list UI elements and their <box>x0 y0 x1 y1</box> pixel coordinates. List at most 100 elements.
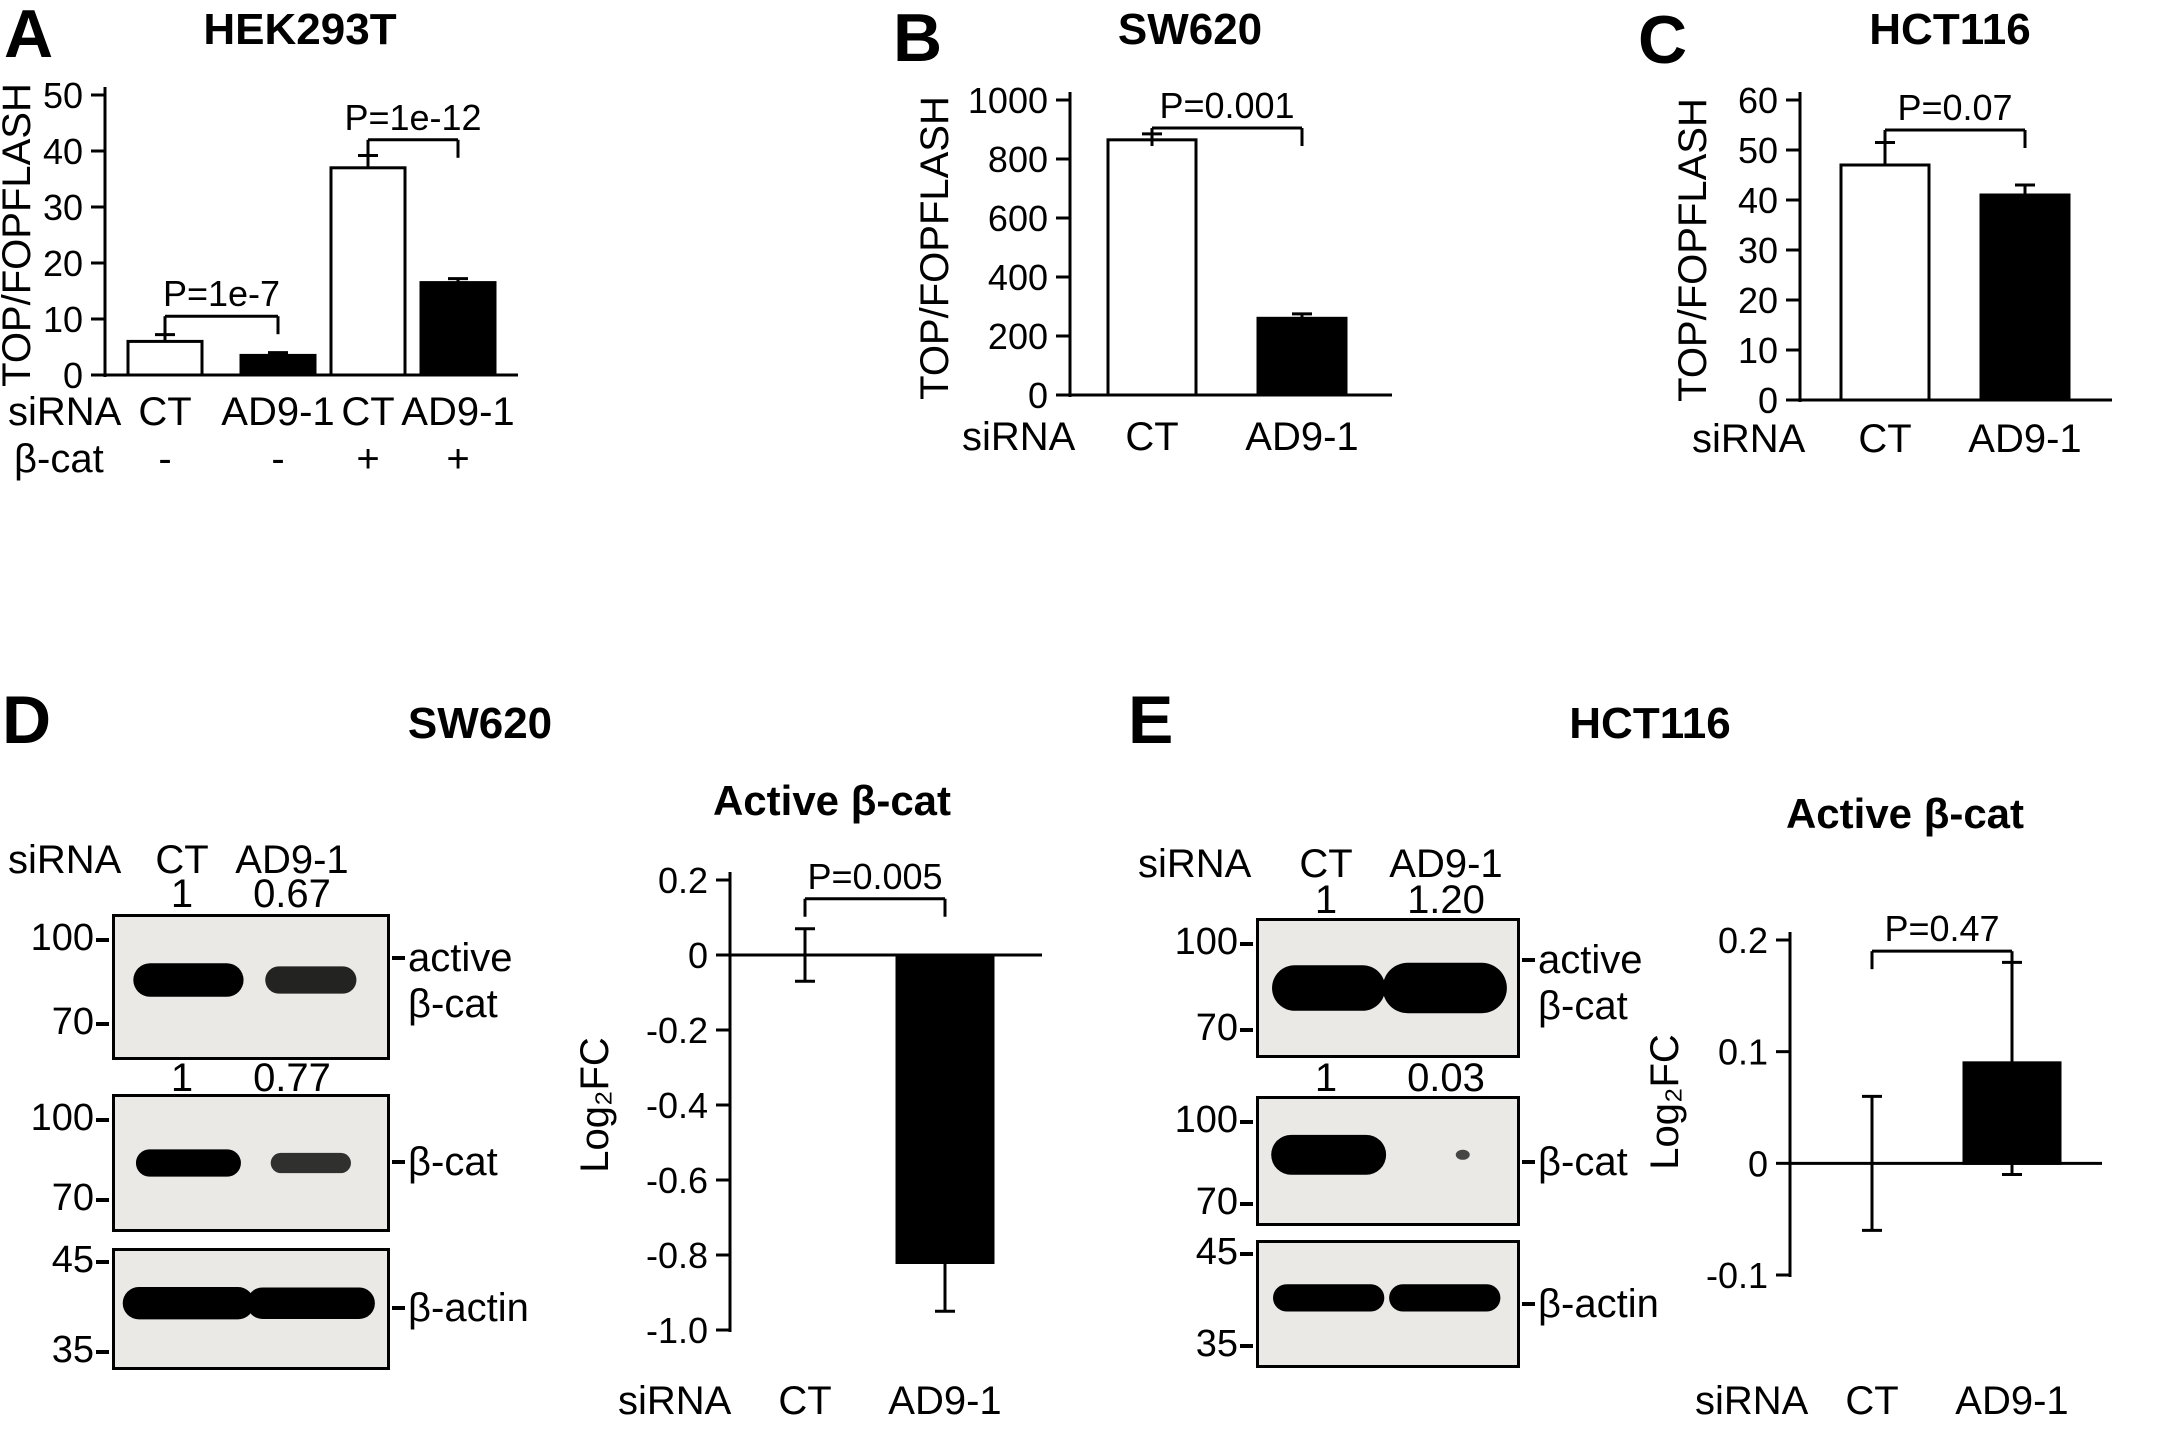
x-row-prefix: siRNA <box>618 1379 732 1423</box>
blot-lane-value: 1 <box>1314 1056 1338 1100</box>
panel-letter-e: E <box>1128 682 1174 758</box>
chart-title: Active β-cat <box>1786 790 2024 837</box>
blot-header-prefix: siRNA <box>1138 842 1252 886</box>
x-tick-label: + <box>446 437 469 481</box>
blot-bands <box>1272 962 1507 1014</box>
x-tick-label: CT <box>138 390 191 434</box>
chart-D: 0.2 0 -0.2 -0.4 -0.6 -0.8 -1.0 Log₂FC Active β-c… <box>573 777 1042 1423</box>
y-tick-label: -1.0 <box>646 1310 708 1351</box>
blot-band-label: β-actin <box>1538 1282 1659 1326</box>
band-label-dash <box>392 1160 405 1164</box>
x-row-prefix: siRNA <box>8 390 122 434</box>
x-tick-label: CT <box>341 390 394 434</box>
panel-letter-b: B <box>893 0 943 76</box>
x-tick-label: AD9-1 <box>1955 1379 2068 1423</box>
y-tick-label: 0.2 <box>1718 920 1768 961</box>
blot-lane-value: 0.03 <box>1407 1056 1485 1100</box>
y-tick-label: -0.6 <box>646 1160 708 1201</box>
mw-marker-dash <box>1240 1120 1253 1124</box>
mw-marker: 70 <box>51 1001 94 1043</box>
band-label-dash <box>1522 1160 1535 1164</box>
p-value-label: P=0.005 <box>807 856 942 897</box>
p-value-label: P=0.07 <box>1897 87 2012 128</box>
blot-image <box>1256 1096 1520 1226</box>
p-value-label: P=1e-7 <box>163 273 280 314</box>
bar-AD9-1 <box>1256 316 1348 397</box>
blot-bands <box>122 1287 375 1320</box>
blot-lane-value: 1.20 <box>1407 878 1485 922</box>
mw-marker-dash <box>96 1198 109 1202</box>
mw-marker: 100 <box>30 1097 94 1139</box>
blot-image <box>1256 1240 1520 1368</box>
y-tick-label: 60 <box>1738 80 1778 121</box>
x-tick-label: + <box>356 437 379 481</box>
y-tick-label: 600 <box>988 198 1048 239</box>
y-tick-label: 40 <box>1738 180 1778 221</box>
bar-CT <box>329 166 407 377</box>
mw-marker-dash <box>96 1118 109 1122</box>
y-tick-label: -0.1 <box>1706 1255 1768 1296</box>
mw-marker: 70 <box>1195 1181 1238 1223</box>
blot-band <box>1273 1284 1385 1312</box>
blot-lane-value: 1 <box>1314 878 1338 922</box>
blot-bands <box>1271 1134 1470 1175</box>
y-tick-label: 1000 <box>968 80 1048 121</box>
mw-marker-dash <box>1240 1028 1253 1032</box>
blot-image <box>112 1094 390 1232</box>
y-axis-title: Log₂FC <box>573 1037 617 1173</box>
mw-marker-dash <box>96 938 109 942</box>
panel-title-b: SW620 <box>1117 5 1263 54</box>
y-axis-title: TOP/FOPFLASH <box>0 83 39 387</box>
mw-marker: 70 <box>1195 1007 1238 1049</box>
blot-band-label: β-cat <box>408 982 498 1026</box>
blot-band-label: active <box>1538 938 1643 982</box>
mw-marker-dash <box>96 1350 109 1354</box>
blot-lane-label: CT <box>155 838 209 882</box>
blot-band <box>270 1152 351 1174</box>
bar-AD9-1 <box>419 281 497 377</box>
blot-band <box>1389 1284 1501 1312</box>
blot-band <box>1271 1134 1387 1175</box>
x-tick-label: AD9-1 <box>1245 415 1358 459</box>
x-tick-label: AD9-1 <box>888 1379 1001 1423</box>
x-row-prefix: siRNA <box>1692 417 1806 461</box>
y-tick-label: 10 <box>1738 330 1778 371</box>
bar-AD9-1 <box>1979 193 2071 402</box>
x-tick-label: AD9-1 <box>221 390 334 434</box>
blot-band-label: β-actin <box>408 1286 529 1330</box>
blot-band-label: active <box>408 936 513 980</box>
mw-marker-dash <box>1240 1252 1253 1256</box>
panel-letter-d: D <box>2 682 52 758</box>
blot-band <box>1272 965 1386 1011</box>
blot-lane-label: AD9-1 <box>235 838 349 882</box>
blot-header-prefix: siRNA <box>8 838 122 882</box>
band-label-dash <box>392 956 405 960</box>
panel-letter-a: A <box>4 0 54 72</box>
blot-image <box>1256 918 1520 1058</box>
blot-band-label: β-cat <box>408 1140 498 1184</box>
blot-band <box>135 1149 241 1177</box>
blot-band <box>246 1287 375 1319</box>
x-row-prefix: siRNA <box>1695 1379 1809 1423</box>
band-label-dash <box>392 1306 405 1310</box>
y-tick-label: 0 <box>688 935 708 976</box>
y-tick-label: 0 <box>1028 375 1048 416</box>
blot-band <box>1382 962 1507 1014</box>
y-axis-title: TOP/FOPFLASH <box>1671 98 1715 402</box>
blot-band-label: β-cat <box>1538 1140 1628 1184</box>
mw-marker: 100 <box>30 917 94 959</box>
blot-lane-label: AD9-1 <box>1389 842 1503 886</box>
x-tick-label: - <box>271 437 284 481</box>
x-tick-label: CT <box>1125 415 1178 459</box>
mw-marker: 45 <box>51 1239 94 1281</box>
mw-marker-dash <box>96 1022 109 1026</box>
x-tick-label: - <box>158 437 171 481</box>
panel-title-c: HCT116 <box>1869 5 2031 54</box>
blot-lane-value: 1 <box>170 1056 194 1100</box>
blot-band-faint <box>1455 1149 1470 1160</box>
